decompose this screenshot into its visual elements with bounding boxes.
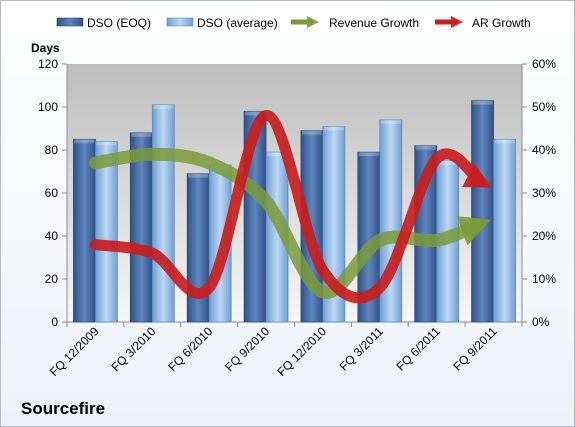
y-tick-label: 80 [45, 143, 59, 157]
ar-growth-line [89, 110, 492, 304]
y2-tick-label: 30% [532, 186, 556, 200]
y-tick-label: 0 [51, 315, 58, 329]
bars [73, 100, 516, 323]
company-label: Sourcefire [21, 399, 105, 418]
y2-tick-label: 40% [532, 143, 556, 157]
y2-tick-label: 60% [532, 57, 556, 71]
y-tick-label: 40 [45, 229, 59, 243]
x-tick-label: FQ 12/2009 [47, 324, 102, 379]
legend-item-dso-average: DSO (average) [166, 16, 278, 30]
y2-tick-label: 20% [532, 229, 556, 243]
legend-label-ar-growth: AR Growth [472, 16, 531, 30]
legend-swatch-dso-average [166, 17, 194, 27]
x-tick-label: FQ 12/2010 [274, 324, 329, 379]
x-tick-label: FQ 3/2010 [108, 324, 158, 374]
legend-item-revenue-growth: Revenue Growth [291, 15, 419, 30]
bar-dso-eoq [186, 173, 210, 323]
y-axis-title: Days [31, 41, 60, 55]
legend-label-revenue-growth: Revenue Growth [329, 16, 419, 30]
legend-item-dso-eoq: DSO (EOQ) [56, 16, 151, 30]
y2-tick-label: 10% [532, 272, 556, 286]
legend-label-dso-average: DSO (average) [197, 16, 278, 30]
y-tick-label: 120 [38, 57, 58, 71]
y-tick-label: 60 [45, 186, 59, 200]
bar-dso-average [95, 141, 118, 323]
bar-dso-average [493, 138, 516, 323]
bar-dso-eoq [471, 100, 494, 323]
legend: DSO (EOQ) DSO (average) Revenue Growth A… [56, 15, 531, 30]
x-tick-label: FQ 9/2011 [450, 324, 500, 374]
x-tick-label: FQ 6/2011 [393, 324, 443, 374]
revenue-growth-line [88, 147, 492, 299]
x-tick-label: FQ 9/2010 [222, 324, 272, 374]
y-tick-label: 20 [45, 272, 59, 286]
bar-dso-average [151, 104, 175, 323]
legend-label-dso-eoq: DSO (EOQ) [87, 16, 151, 30]
x-tick-label: FQ 3/2011 [337, 324, 387, 374]
legend-swatch-dso-eoq [56, 17, 84, 27]
growth-lines [88, 110, 492, 304]
legend-item-ar-growth: AR Growth [435, 15, 531, 30]
y2-tick-label: 0% [532, 315, 550, 329]
y2-tick-label: 50% [532, 100, 556, 114]
y-tick-label: 100 [38, 100, 58, 114]
x-tick-label: FQ 6/2010 [165, 324, 215, 374]
